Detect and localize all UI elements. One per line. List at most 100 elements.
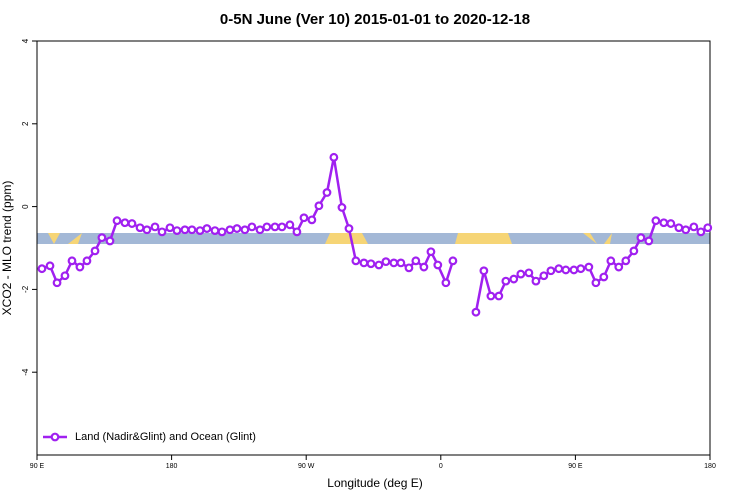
y-tick-label: 2 (21, 121, 30, 126)
data-point (524, 268, 534, 278)
data-point (366, 259, 376, 269)
data-point (494, 291, 504, 301)
data-point (644, 236, 654, 246)
data-point (554, 264, 564, 274)
data-point (277, 222, 287, 232)
data-point (419, 262, 429, 272)
data-point (651, 216, 661, 226)
data-point (599, 272, 609, 282)
data-point (135, 223, 145, 233)
chart-title: 0-5N June (Ver 10) 2015-01-01 to 2020-12… (220, 11, 530, 28)
data-point (60, 271, 70, 281)
data-point (172, 226, 182, 236)
data-point (45, 261, 55, 271)
data-point (344, 224, 354, 233)
data-point (703, 223, 713, 233)
data-point (75, 262, 85, 272)
data-point (381, 257, 391, 267)
plot-layer: -4 -2 0 2 4 90 E 180 90 W 0 90 E 180 Land (Nadir&Gl… (21, 38, 716, 470)
data-point (52, 278, 62, 288)
legend-label: Land (Nadir&Glint) and Ocean (Glint) (75, 431, 256, 443)
data-point (666, 219, 676, 228)
data-point (285, 220, 295, 230)
data-point (329, 152, 339, 162)
data-point (441, 278, 451, 288)
data-point (486, 291, 496, 301)
data-point (292, 227, 302, 237)
x-tick-label: 90 W (298, 463, 315, 470)
data-point (659, 218, 669, 228)
data-point (606, 256, 616, 266)
data-point (501, 276, 511, 286)
data-point (217, 227, 227, 237)
data-point (165, 223, 175, 233)
data-point (546, 266, 556, 276)
data-point (142, 225, 152, 235)
land-ocean-strip (37, 233, 710, 244)
data-point (232, 224, 242, 233)
data-point (614, 262, 624, 272)
data-point (240, 225, 250, 235)
x-tick-label: 90 E (30, 463, 45, 470)
data-point (674, 223, 684, 233)
x-tick-label: 180 (166, 463, 178, 470)
data-point (37, 264, 47, 274)
data-point (180, 225, 190, 235)
x-tick-label: 90 E (568, 463, 583, 470)
data-point (396, 258, 406, 268)
data-point (681, 225, 691, 235)
data-point (696, 227, 706, 237)
y-tick-label: -2 (21, 285, 30, 293)
data-point (157, 227, 167, 237)
data-point (374, 260, 384, 270)
data-point (255, 225, 265, 235)
y-tick-label: -4 (21, 368, 30, 376)
data-point (112, 216, 122, 226)
data-point (337, 203, 347, 212)
plot-frame (36, 40, 711, 456)
data-point (591, 278, 601, 288)
data-point (210, 226, 220, 236)
data-point (576, 264, 586, 274)
y-axis-label: XCO2 - MLO trend (ppm) (0, 181, 14, 316)
data-point (584, 262, 594, 272)
data-point (448, 256, 458, 266)
data-point (561, 265, 571, 275)
data-point (247, 222, 257, 232)
legend-marker (50, 432, 60, 442)
data-point (127, 219, 137, 228)
y-tick-label: 4 (21, 38, 30, 43)
data-point (389, 258, 399, 268)
data-point (187, 225, 197, 235)
data-point (689, 222, 699, 232)
data-point (262, 222, 272, 232)
data-point (307, 215, 317, 225)
data-point (120, 218, 130, 228)
data-point (359, 258, 369, 268)
y-tick-label: 0 (21, 204, 30, 209)
data-point (105, 236, 115, 246)
data-point (516, 269, 526, 279)
x-axis-label: Longitude (deg E) (327, 476, 422, 490)
data-point (67, 256, 77, 266)
data-point (82, 256, 92, 266)
data-point (433, 260, 443, 270)
data-point (299, 213, 309, 223)
data-point (426, 247, 436, 257)
data-point (404, 263, 414, 273)
x-tick-label: 0 (439, 463, 443, 470)
data-point (150, 222, 160, 232)
data-point (539, 271, 549, 281)
data-point (202, 224, 212, 233)
data-point (629, 246, 639, 256)
data-point (351, 256, 361, 266)
x-tick-label: 180 (704, 463, 716, 470)
data-point (569, 265, 579, 275)
data-point (225, 225, 235, 235)
data-point (97, 233, 107, 243)
data-point (270, 222, 280, 232)
data-point (531, 276, 541, 286)
data-point (471, 307, 481, 317)
data-point (90, 246, 100, 256)
